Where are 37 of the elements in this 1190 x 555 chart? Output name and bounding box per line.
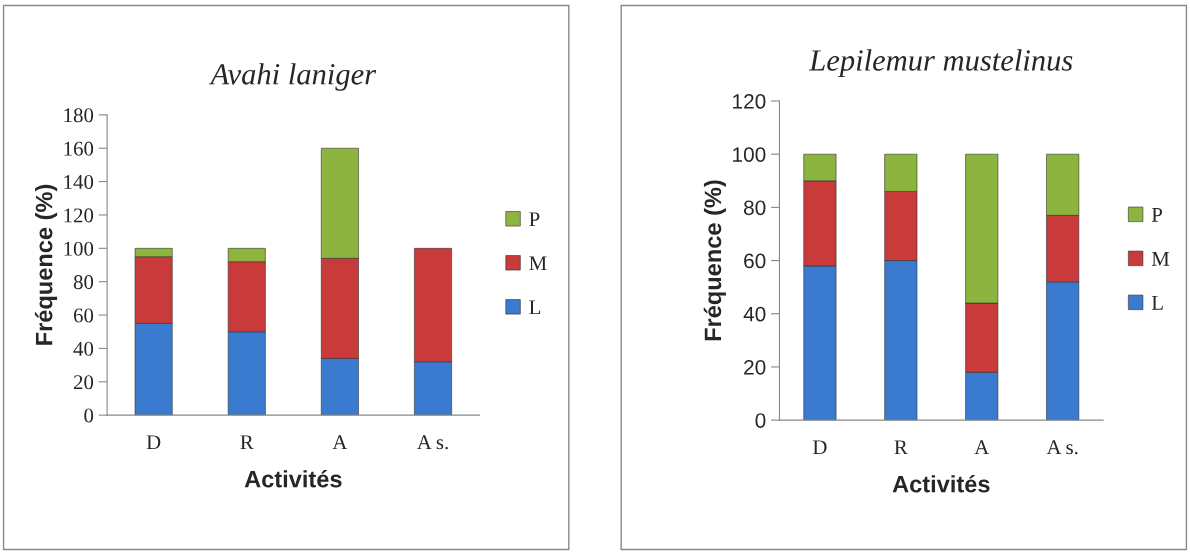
x-tick-label: A bbox=[974, 440, 990, 455]
x-axis-title: Activités bbox=[244, 469, 342, 488]
chart-title: Lepilemur mustelinus bbox=[808, 49, 1073, 77]
y-tick-label: 180 bbox=[64, 108, 94, 123]
y-tick-label: 160 bbox=[64, 141, 94, 156]
legend-label: P bbox=[1151, 207, 1163, 222]
y-tick-label: 120 bbox=[733, 94, 766, 109]
x-tick-label: D bbox=[146, 435, 161, 450]
y-axis-title: Fréquence (%) bbox=[34, 184, 58, 345]
y-tick-label: 80 bbox=[743, 200, 766, 216]
y-tick-label: 80 bbox=[73, 275, 94, 290]
y-tick-label: 60 bbox=[744, 253, 766, 269]
y-tick-label: 100 bbox=[733, 147, 766, 162]
y-tick-label: 20 bbox=[744, 359, 766, 375]
x-tick-label: A s. bbox=[1046, 440, 1078, 455]
x-tick-label: A bbox=[332, 435, 348, 450]
y-tick-label: 40 bbox=[73, 341, 94, 356]
x-tick-label: A s. bbox=[417, 435, 448, 450]
x-tick-label: R bbox=[240, 435, 254, 450]
x-axis-title: Activités bbox=[892, 474, 990, 493]
y-tick-label: 120 bbox=[64, 208, 94, 223]
chart-title: Avahi laniger bbox=[208, 63, 377, 91]
y-tick-label: 140 bbox=[64, 174, 94, 190]
y-tick-label: 60 bbox=[73, 308, 94, 323]
legend-label: M bbox=[529, 256, 547, 271]
y-axis-title: Fréquence (%) bbox=[703, 180, 726, 341]
y-tick-label: 40 bbox=[743, 306, 766, 322]
y-tick-label: 100 bbox=[64, 241, 94, 256]
legend-label: M bbox=[1151, 252, 1170, 266]
legend-label: L bbox=[1151, 296, 1163, 310]
x-tick-label: R bbox=[894, 440, 908, 455]
legend-label: P bbox=[529, 212, 540, 227]
y-tick-label: 20 bbox=[73, 375, 94, 390]
y-tick-label: 0 bbox=[84, 408, 94, 423]
y-tick-label: 0 bbox=[755, 413, 766, 428]
legend-label: L bbox=[529, 300, 541, 315]
x-tick-label: D bbox=[812, 440, 827, 455]
